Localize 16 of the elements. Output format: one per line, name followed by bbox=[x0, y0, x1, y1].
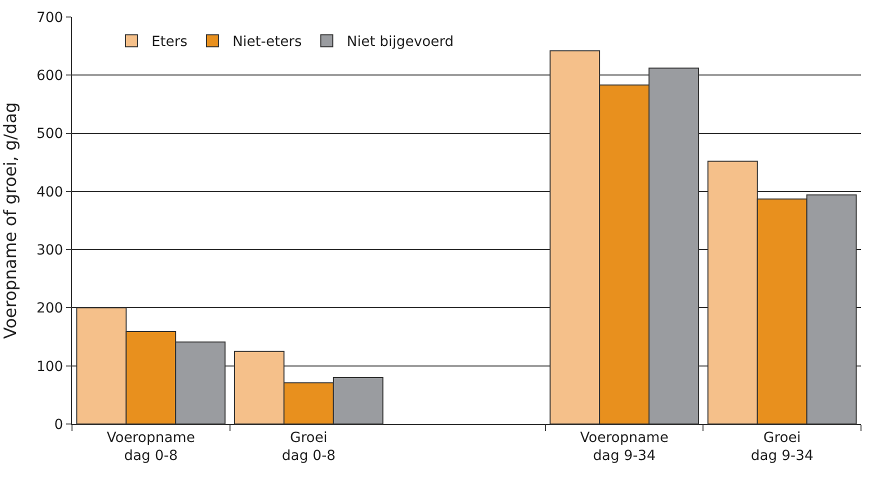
y-tick-label: 700 bbox=[36, 10, 64, 26]
y-tick-label: 0 bbox=[54, 416, 64, 433]
y-axis-title: Voeropname of groei, g/dag bbox=[1, 102, 22, 339]
x-tick-label: Groei dag 0-8 bbox=[282, 430, 336, 464]
y-tick-label: 600 bbox=[36, 68, 64, 84]
y-tick-label: 500 bbox=[36, 126, 64, 142]
legend-label: Niet-eters bbox=[232, 34, 302, 50]
x-tick-label: Groei dag 9-34 bbox=[750, 430, 814, 464]
legend-label: Eters bbox=[151, 34, 188, 50]
x-tick-label: Voeropname dag 9-34 bbox=[580, 430, 668, 464]
y-tick-label: 300 bbox=[36, 242, 64, 258]
legend-label: Niet bijgevoerd bbox=[346, 34, 454, 50]
y-tick-label: 200 bbox=[36, 300, 64, 317]
y-tick-label: 100 bbox=[36, 358, 64, 375]
x-tick-label: Voeropname dag 0-8 bbox=[106, 430, 196, 464]
y-tick-label: 400 bbox=[36, 184, 64, 200]
